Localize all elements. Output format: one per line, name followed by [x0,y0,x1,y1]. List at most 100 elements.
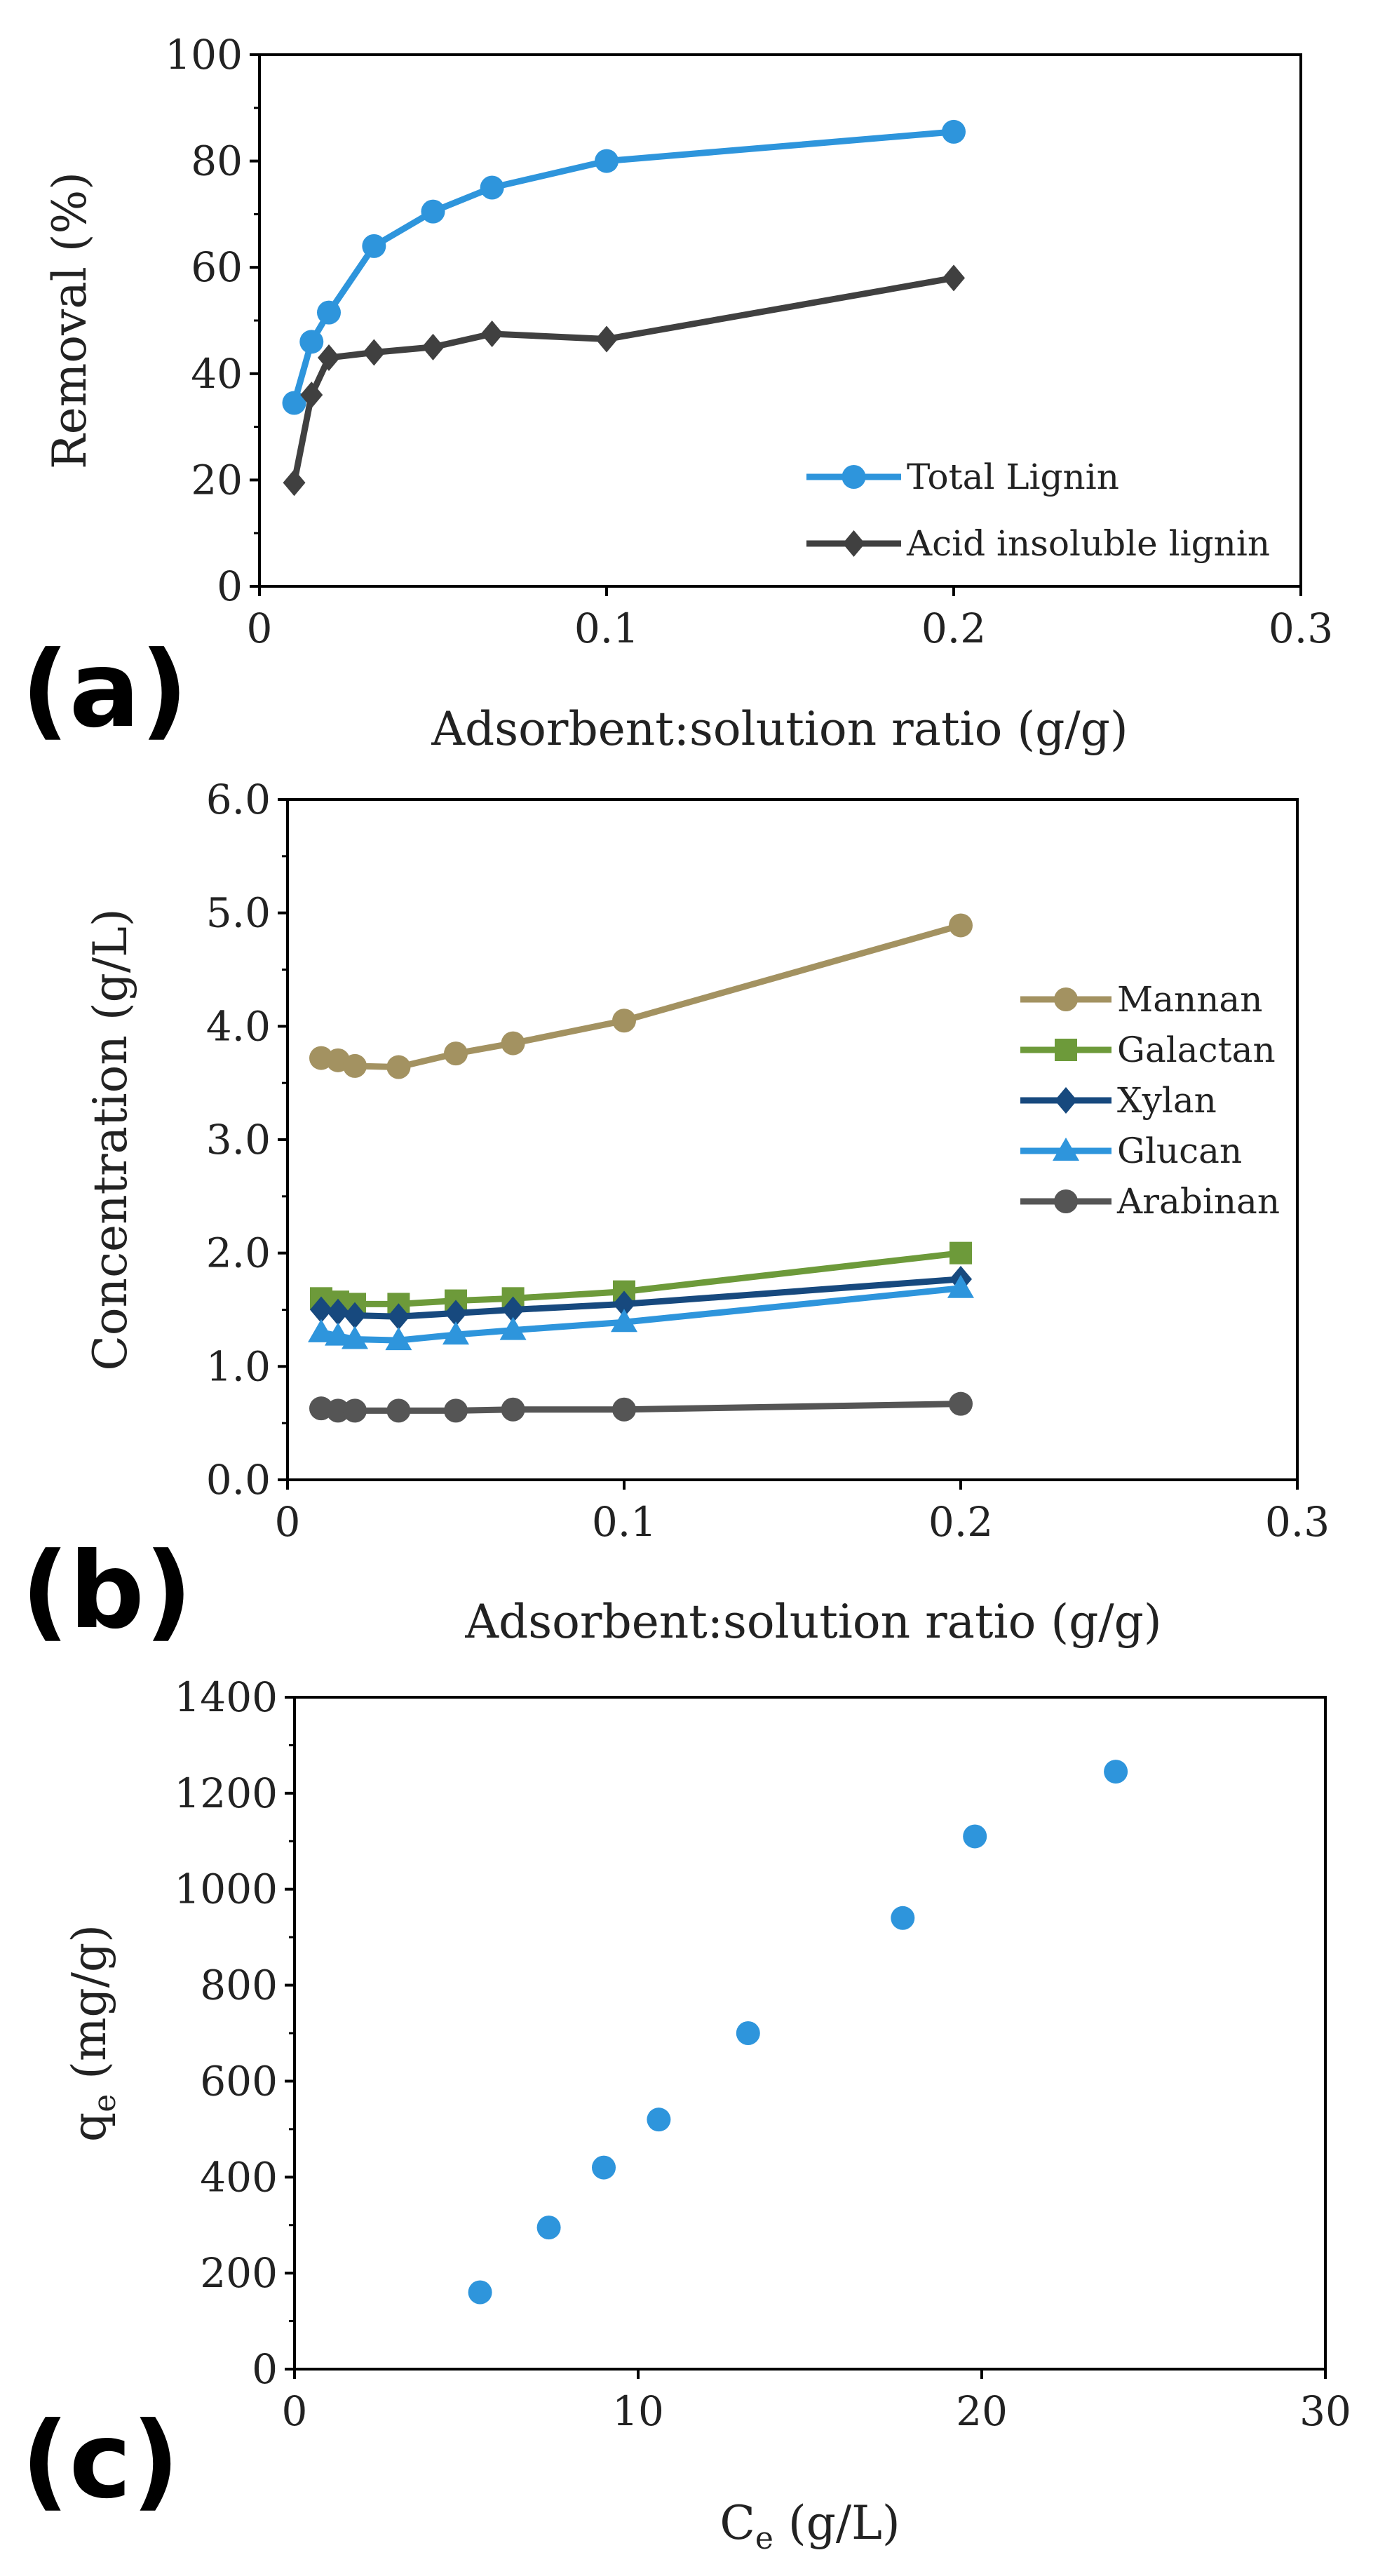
plot-area-c [293,1696,1327,2371]
data-point-a-1 [595,325,618,353]
y-tick-label-a: 0 [217,562,243,610]
data-point-c-0 [468,2280,492,2305]
data-point-a-1 [421,333,445,360]
data-point-a-1 [300,382,323,409]
data-point-b-3 [947,1274,974,1298]
y-tick-label-b: 5.0 [206,889,271,937]
y-tick-label-c: 400 [200,2153,278,2201]
series-line-a-0 [291,128,954,404]
series-line-b-0 [320,922,962,1071]
x-tick-label-b: 0 [275,1498,301,1546]
data-point-b-3 [385,1327,412,1351]
panel-c: (c) Ce (g/L) qe (mg/g) 02004006008001000… [21,1673,1351,2556]
x-axis-title-c-main: C [719,2496,755,2550]
data-point-b-2 [344,1302,366,1329]
panel-label-b: (b) [21,1530,192,1652]
data-point-c-0 [536,2216,561,2240]
legend-label-b-4: Arabinan [1116,1181,1280,1222]
legend-label-b-3: Glucan [1117,1131,1242,1171]
legend-a: Total Lignin Acid insoluble lignin [806,457,1270,564]
data-point-b-2 [387,1303,410,1330]
data-point-a-1 [942,264,965,292]
data-point-b-3 [499,1316,527,1340]
legend-marker-b-0 [1054,987,1078,1011]
data-point-b-2 [501,1296,525,1323]
legend-label-a-0: Total Lignin [907,457,1119,497]
data-point-c-0 [647,2108,671,2132]
y-tick-label-a: 60 [191,243,243,291]
x-tick-label-a: 0.1 [574,605,639,652]
y-tick-label-c: 200 [200,2249,278,2297]
x-axis-title-b: Adsorbent:solution ratio (g/g) [464,1595,1161,1649]
panel-a: (a) Adsorbent:solution ratio (g/g) Remov… [21,31,1333,756]
series-line-b-4 [320,1401,961,1414]
y-axis-title-b: Concentration (g/L) [83,908,137,1370]
data-point-c-0 [963,1824,987,1849]
data-point-b-0 [444,1041,468,1066]
data-point-b-0 [501,1031,525,1056]
legend-b: Mannan Galactan Xylan Glucan Arabinan [1020,979,1280,1222]
data-point-b-3 [442,1321,469,1345]
data-point-b-2 [445,1300,467,1327]
data-point-a-0 [942,119,966,144]
data-point-b-2 [310,1296,332,1323]
y-tick-label-c: 1200 [174,1769,278,1817]
legend-marker-b-3 [1053,1138,1079,1161]
y-tick-label-b: 4.0 [206,1002,271,1050]
data-point-b-4 [949,1391,973,1416]
data-point-b-0 [386,1055,411,1079]
data-point-b-2 [613,1290,635,1318]
data-point-a-1 [283,469,306,497]
data-point-a-0 [282,391,306,415]
legend-marker-b-2 [1055,1087,1077,1114]
legend-marker-a-1 [842,530,865,557]
y-tick-label-c: 0 [252,2345,278,2393]
data-point-b-4 [444,1398,468,1423]
panel-b: (b) Adsorbent:solution ratio (g/g) Conce… [21,776,1330,1652]
data-point-b-2 [327,1298,349,1326]
x-tick-label-b: 0.3 [1265,1498,1330,1546]
x-axis-title-c-sub: e [755,2521,773,2556]
x-tick-label-c: 20 [956,2387,1008,2435]
x-axis-title-a: Adsorbent:solution ratio (g/g) [431,702,1128,756]
data-point-a-0 [299,330,324,354]
data-point-a-1 [480,320,504,347]
y-tick-label-a: 100 [165,31,243,79]
y-tick-label-b: 1.0 [206,1342,271,1390]
legend-marker-b-1 [1055,1039,1077,1061]
data-point-b-3 [308,1319,335,1342]
data-point-c-0 [736,2021,760,2045]
y-axis-title-c: qe (mg/g) [62,1924,123,2142]
series-a-1 [283,264,965,497]
x-tick-label-b: 0.1 [592,1498,656,1546]
data-point-b-3 [611,1309,637,1333]
y-tick-label-b: 2.0 [206,1229,271,1277]
series-b-0 [309,913,973,1079]
data-point-b-4 [386,1398,411,1423]
data-point-c-0 [1104,1760,1128,1784]
y-tick-label-a: 40 [191,350,243,398]
x-tick-label-a: 0 [247,605,273,652]
panel-label-c: (c) [21,2400,180,2522]
data-point-b-4 [501,1397,525,1422]
data-point-b-0 [949,913,973,938]
data-point-b-0 [612,1009,636,1033]
data-point-b-3 [325,1322,351,1346]
legend-marker-a-0 [842,465,866,489]
y-tick-label-c: 1400 [174,1673,278,1721]
legend-label-b-2: Xylan [1117,1080,1217,1121]
x-tick-label-c: 10 [612,2387,664,2435]
y-axis-title-c-sub: e [87,2094,123,2112]
y-tick-label-b: 6.0 [206,776,271,823]
data-point-a-0 [362,234,386,258]
data-point-a-0 [421,199,445,224]
y-axis-title-c-main: q [62,2112,116,2142]
legend-label-b-1: Galactan [1117,1030,1276,1070]
data-point-a-1 [318,344,340,372]
data-point-a-1 [363,339,386,366]
y-tick-label-c: 1000 [174,1866,278,1913]
x-tick-label-a: 0.2 [921,605,986,652]
data-point-b-4 [343,1398,367,1423]
plot-area-a [258,53,1302,588]
